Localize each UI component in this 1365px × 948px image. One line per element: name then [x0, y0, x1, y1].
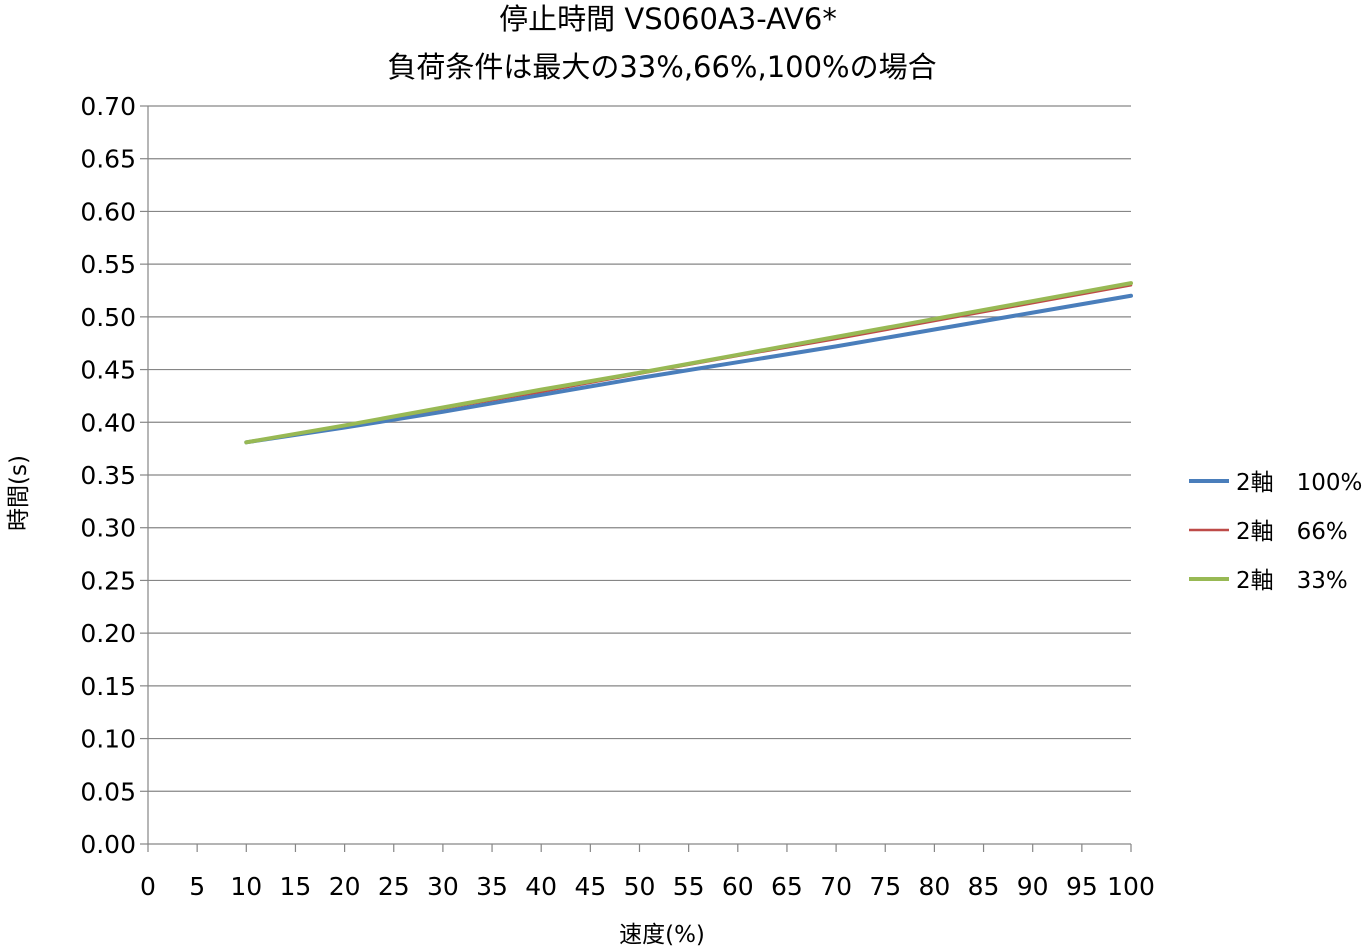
- y-tick-label: 0.00: [80, 830, 136, 859]
- legend: 2軸 100% 2軸 66% 2軸 33%: [1189, 470, 1362, 594]
- chart-subtitle: 負荷条件は最大の33%,66%,100%の場合: [387, 50, 936, 84]
- tick-labels: 0.00 0.05 0.10 0.15 0.20 0.25 0.30 0.35 0.40 0.45…: [80, 92, 1155, 901]
- x-tick-label: 25: [378, 872, 410, 901]
- x-axis-title: 速度(%): [619, 922, 705, 948]
- y-tick-label: 0.40: [80, 408, 136, 437]
- legend-label: 2軸 33%: [1236, 568, 1348, 594]
- x-tick-label: 75: [869, 872, 901, 901]
- axes: [140, 105, 1132, 852]
- x-tick-label: 55: [673, 872, 705, 901]
- x-tick-label: 10: [230, 872, 262, 901]
- series-line: [244, 281, 1133, 445]
- y-tick-label: 0.70: [80, 92, 136, 121]
- x-tick-label: 90: [1017, 872, 1049, 901]
- x-tick-label: 100: [1107, 872, 1155, 901]
- x-tick-label: 0: [140, 872, 156, 901]
- x-tick-label: 50: [624, 872, 656, 901]
- gridlines: [148, 105, 1131, 792]
- x-tick-label: 95: [1066, 872, 1098, 901]
- x-tick-label: 70: [820, 872, 852, 901]
- chart-title: 停止時間 VS060A3-AV6*: [499, 2, 837, 36]
- y-tick-label: 0.55: [80, 250, 136, 279]
- y-tick-label: 0.15: [80, 672, 136, 701]
- y-tick-label: 0.60: [80, 197, 136, 226]
- x-tick-label: 40: [525, 872, 557, 901]
- y-tick-label: 0.30: [80, 514, 136, 543]
- x-tick-label: 30: [427, 872, 459, 901]
- y-tick-label: 0.45: [80, 356, 136, 385]
- legend-label: 2軸 66%: [1236, 519, 1348, 545]
- x-tick-label: 15: [280, 872, 312, 901]
- x-tick-label: 45: [574, 872, 606, 901]
- x-tick-label: 60: [722, 872, 754, 901]
- x-tick-label: 85: [968, 872, 1000, 901]
- y-tick-label: 0.25: [80, 566, 136, 595]
- y-tick-label: 0.50: [80, 303, 136, 332]
- y-tick-label: 0.20: [80, 619, 136, 648]
- x-tick-label: 35: [476, 872, 508, 901]
- series-lines: [244, 281, 1133, 445]
- y-tick-label: 0.65: [80, 145, 136, 174]
- y-axis-title: 時間(s): [6, 455, 32, 531]
- legend-label: 2軸 100%: [1236, 470, 1362, 496]
- y-tick-label: 0.35: [80, 461, 136, 490]
- y-tick-label: 0.05: [80, 777, 136, 806]
- x-tick-label: 80: [918, 872, 950, 901]
- x-tick-label: 65: [771, 872, 803, 901]
- x-tick-label: 20: [329, 872, 361, 901]
- y-tick-label: 0.10: [80, 725, 136, 754]
- x-tick-label: 5: [189, 872, 205, 901]
- series-line: [244, 293, 1133, 445]
